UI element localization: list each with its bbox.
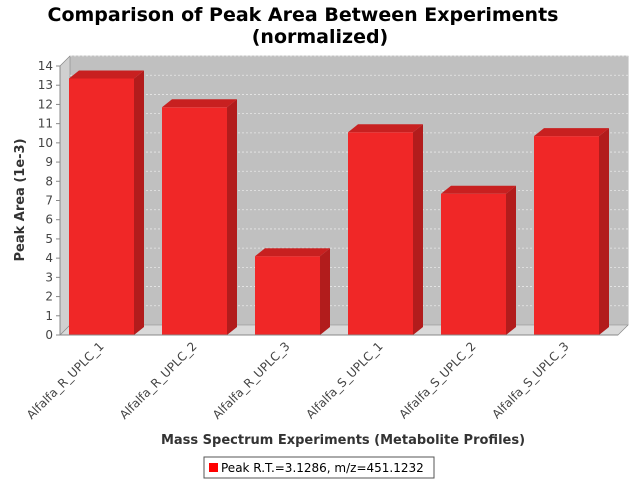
bar-top [534,128,609,137]
bar-side [134,70,144,335]
bar-top [348,124,423,133]
y-tick-label: 6 [45,213,53,227]
bar-side [227,99,237,335]
y-tick-label: 14 [38,59,53,73]
y-tick-label: 7 [45,194,53,208]
y-tick-label: 9 [45,155,53,169]
y-tick-label: 0 [45,328,53,342]
bar-side [599,128,609,335]
bar-front [441,193,506,335]
bar [255,248,330,335]
legend-entry: Peak R.T.=3.1286, m/z=451.1232 [221,461,424,475]
y-tick-label: 8 [45,174,53,188]
chart-title-line-1: Comparison of Peak Area Between Experime… [48,4,559,26]
bars [69,70,609,336]
x-tick-label: Alfalfa_R_UPLC_3 [210,339,293,422]
chart-title-line-2: (normalized) [252,26,389,48]
y-tick-label: 12 [38,97,53,111]
y-tick-label: 1 [45,309,53,323]
bar-side [413,124,423,336]
bar [162,99,237,335]
bar-top [162,99,237,108]
x-tick-label: Alfalfa_S_UPLC_1 [303,339,385,421]
bar-top [441,185,516,194]
y-tick-label: 10 [38,136,53,150]
y-axis-label: Peak Area (1e-3) [13,138,28,261]
bar-side [320,248,330,335]
bar-top [69,70,144,79]
x-tick-label: Alfalfa_R_UPLC_2 [117,339,200,422]
x-tick-label: Alfalfa_R_UPLC_1 [24,339,107,422]
plot-left-wall [59,55,71,336]
x-axis: Alfalfa_R_UPLC_1 Alfalfa_R_UPLC_2 Alfalfa_… [24,334,618,422]
y-tick-label: 3 [45,270,53,284]
bar [441,185,516,335]
y-tick-label: 2 [45,290,53,304]
y-tick-label: 11 [38,117,53,131]
y-tick-label: 5 [45,232,53,246]
y-tick-label: 13 [38,78,53,92]
bar-top [255,248,330,257]
y-tick-label: 4 [45,251,53,265]
bar-front [534,136,599,335]
x-axis-label: Mass Spectrum Experiments (Metabolite Pr… [161,433,525,448]
legend: Peak R.T.=3.1286, m/z=451.1232 [203,456,435,479]
bar [534,128,609,335]
bar-front [255,256,320,335]
bar-side [506,185,516,335]
bar-front [69,78,134,335]
x-tick-label: Alfalfa_S_UPLC_2 [396,339,478,421]
x-tick-label: Alfalfa_S_UPLC_3 [489,339,571,421]
bar-front [162,107,227,335]
legend-swatch [209,463,218,472]
bar-front [348,132,413,335]
bar [69,70,144,335]
bar [348,124,423,336]
legend-box [203,456,435,479]
